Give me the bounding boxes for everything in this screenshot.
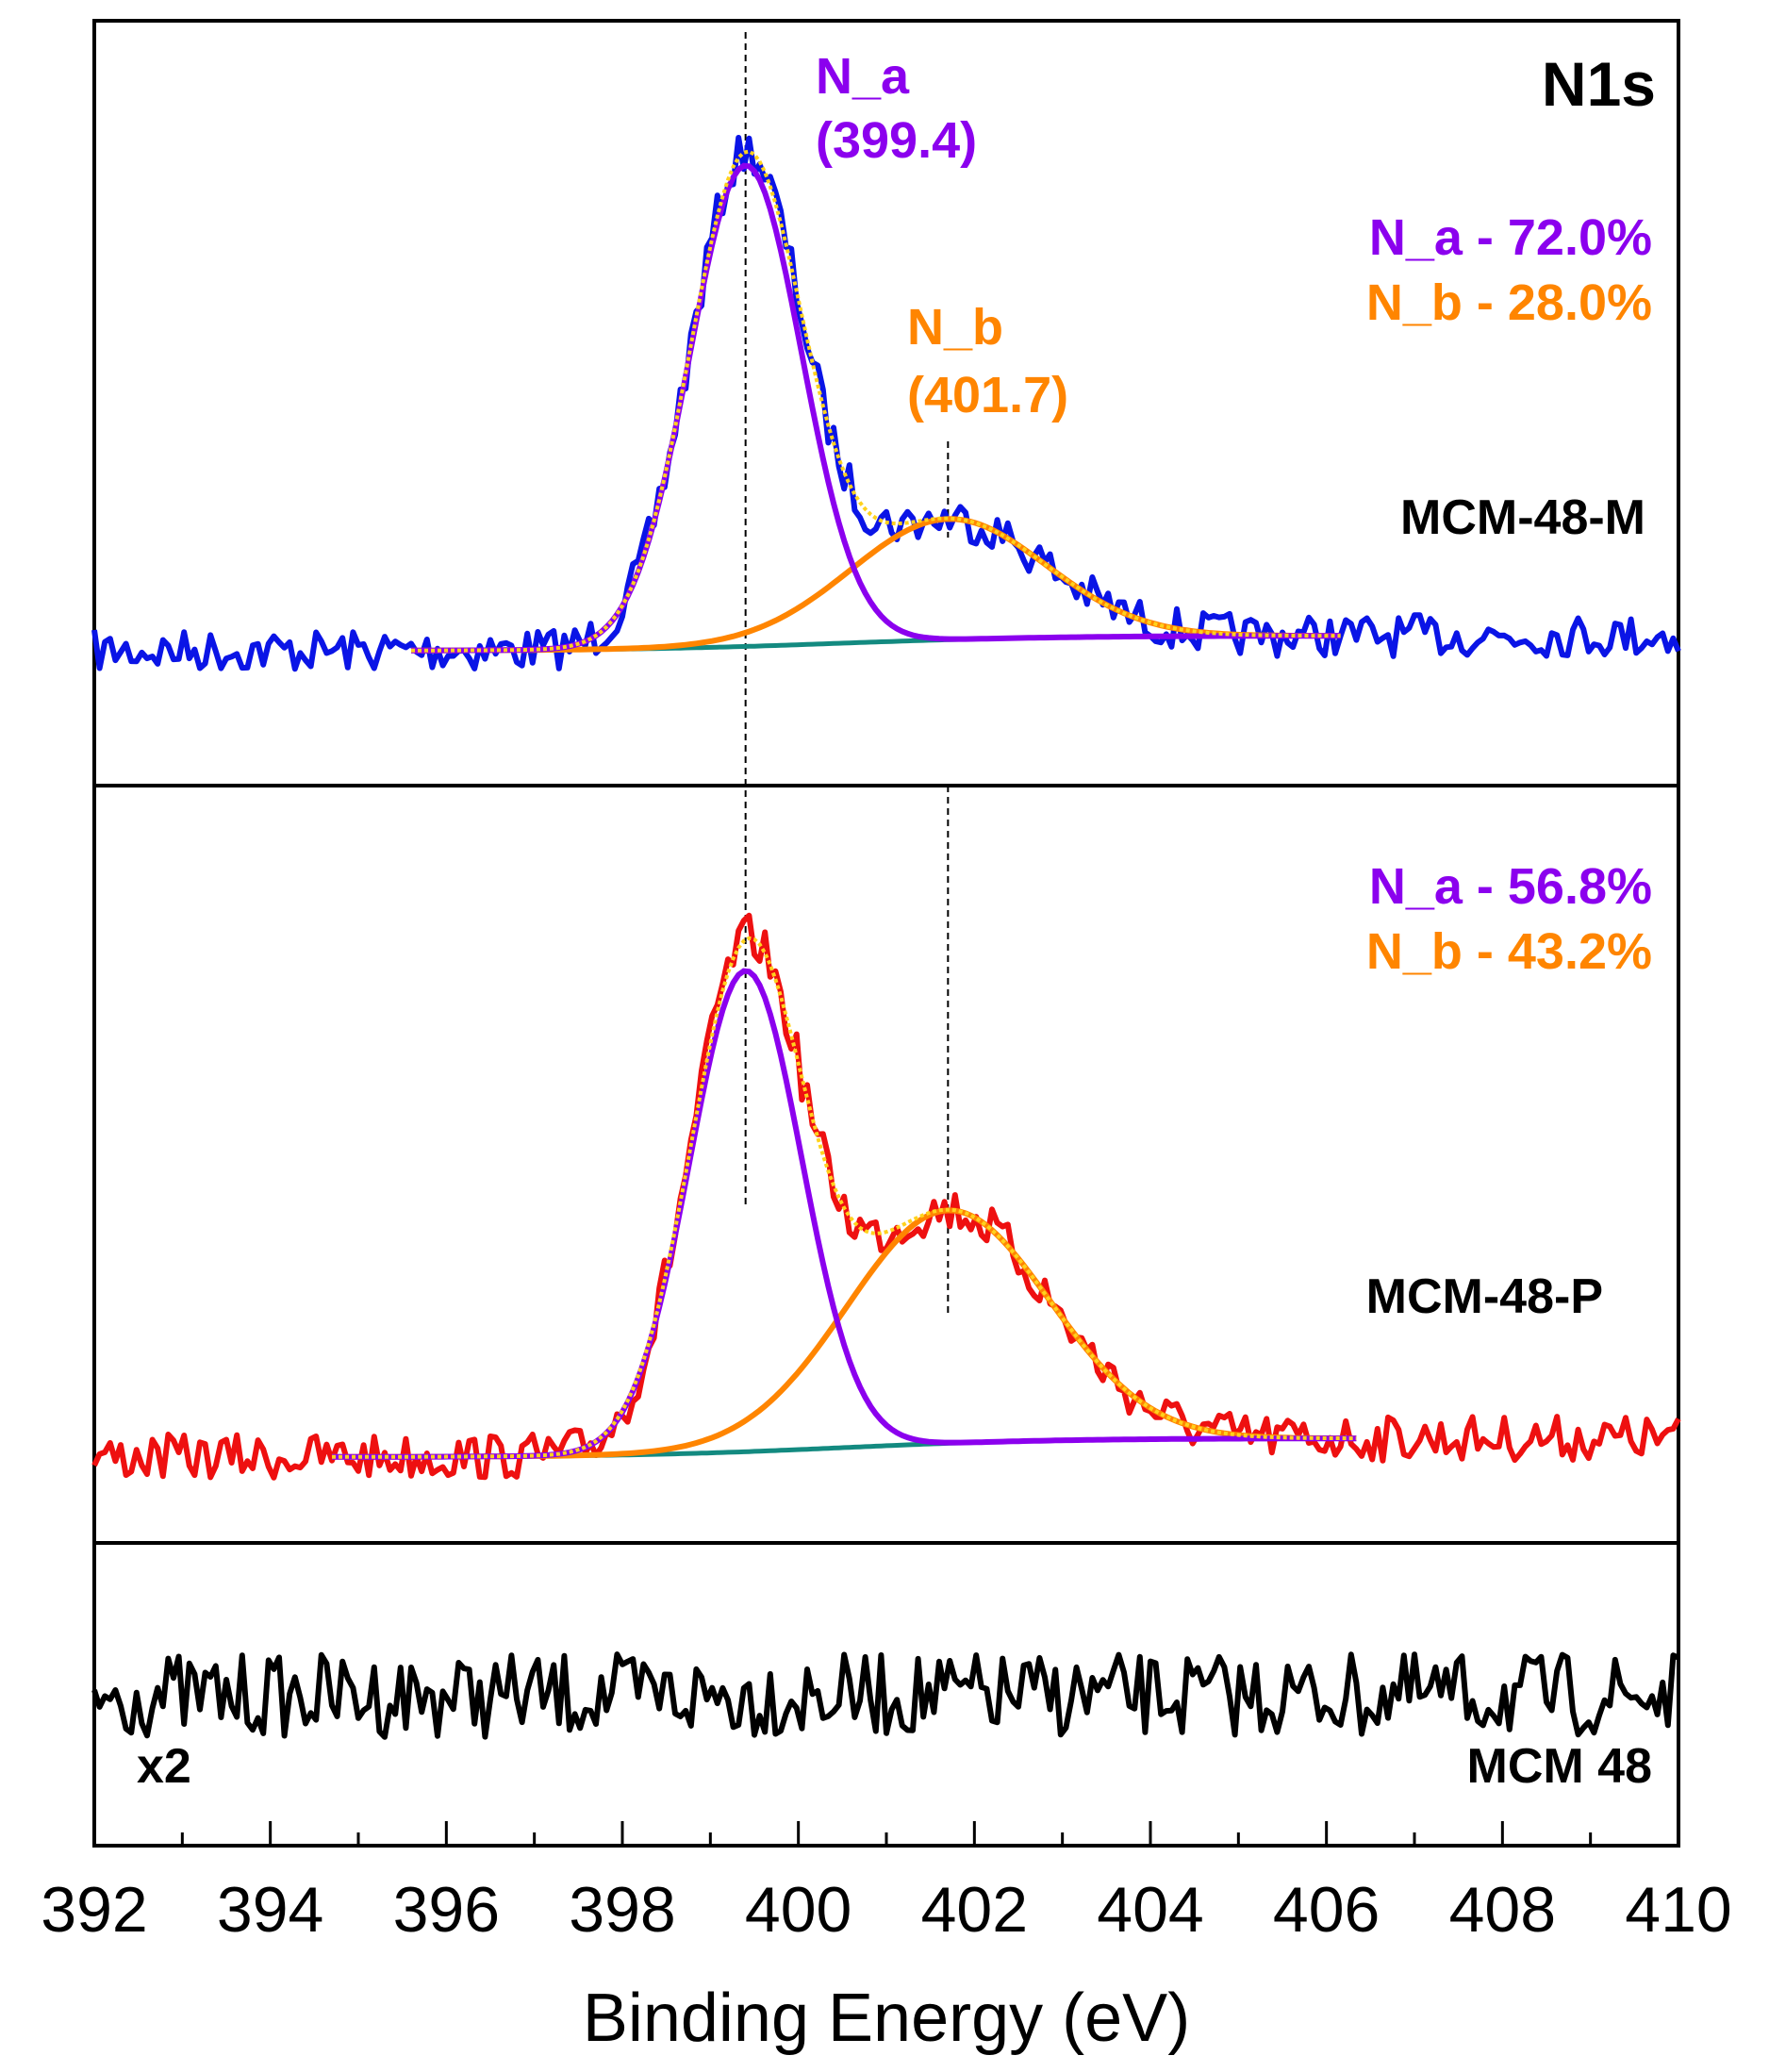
panel2-na-component (332, 968, 1357, 1460)
nb-peak-label: N_b (907, 299, 1003, 356)
panel1-raw-spectrum (91, 135, 1681, 672)
x-tick-label: 396 (393, 1874, 500, 1946)
panel1-na-component (411, 162, 1341, 654)
x-axis-title: Binding Energy (eV) (583, 1981, 1190, 2056)
panel1-na-percent: N_a - 72.0% (1369, 209, 1652, 266)
panel2-nb-percent: N_b - 43.2% (1366, 923, 1652, 980)
x-tick-label: 394 (217, 1874, 323, 1946)
curves (91, 135, 1681, 1740)
nb-peak-position-label: (401.7) (907, 367, 1068, 423)
scale-factor-label: x2 (137, 1739, 191, 1794)
panel1-sample-label: MCM-48-M (1400, 490, 1645, 545)
na-peak-position-label: (399.4) (816, 112, 977, 169)
panel2-nb-component (332, 1207, 1357, 1460)
x-tick-label: 404 (1097, 1874, 1203, 1946)
panel2-raw-spectrum (91, 912, 1681, 1481)
panel1-nb-percent: N_b - 28.0% (1366, 274, 1652, 331)
panel3-sample-label: MCM 48 (1467, 1739, 1652, 1794)
x-axis-ticks: 392 394 396 398 400 402 404 406 408 410 (41, 1821, 1732, 1946)
x-tick-label: 410 (1625, 1874, 1731, 1946)
x-tick-label: 408 (1449, 1874, 1556, 1946)
x-tick-label: 402 (921, 1874, 1028, 1946)
chart-title: N1s (1542, 49, 1656, 119)
x-tick-label: 392 (41, 1874, 147, 1946)
x-tick-label: 406 (1273, 1874, 1380, 1946)
panel1-fit-envelope (411, 149, 1341, 653)
panel2-fit-envelope (332, 936, 1357, 1459)
na-peak-label: N_a (816, 48, 910, 105)
x-tick-label: 398 (569, 1874, 675, 1946)
panel3-raw-spectrum (91, 1651, 1680, 1740)
panel2-sample-label: MCM-48-P (1366, 1269, 1603, 1324)
x-tick-label: 400 (745, 1874, 851, 1946)
panel2-na-percent: N_a - 56.8% (1369, 858, 1652, 915)
